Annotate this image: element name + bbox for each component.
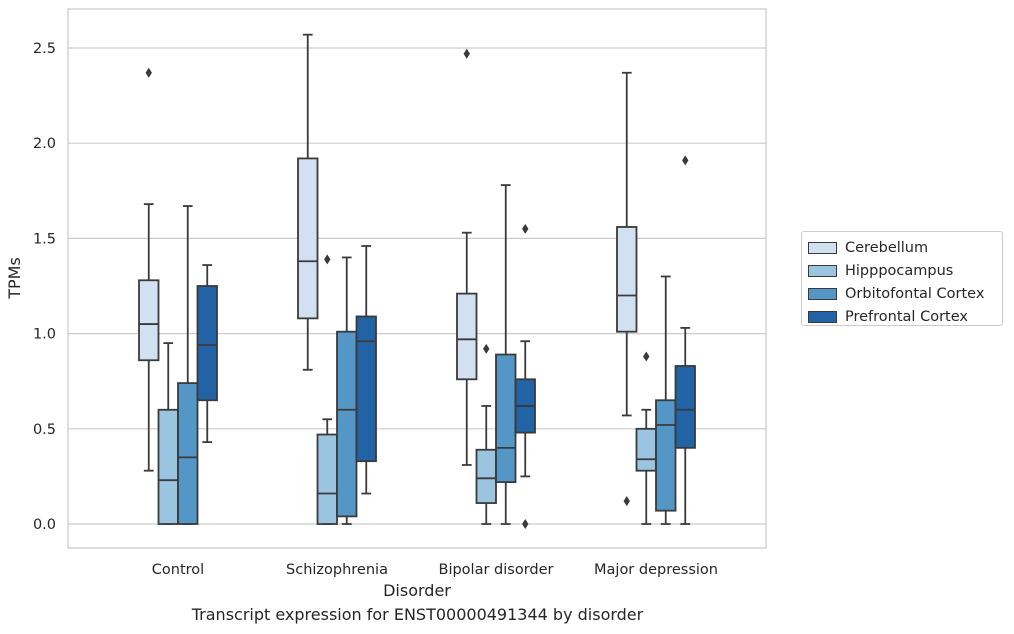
legend-item: Orbitofontal Cortex (808, 282, 996, 305)
box-group (297, 33, 319, 371)
iqr-box (655, 399, 677, 512)
x-tick-label: Bipolar disorder (439, 562, 554, 578)
y-tick-label: 0.0 (33, 517, 56, 533)
legend-item: Cerebellum (808, 236, 996, 259)
iqr-box (177, 382, 199, 525)
legend-item: Prefrontal Cortex (808, 305, 996, 328)
y-tick-label: 1.0 (33, 327, 56, 343)
box-group (655, 275, 677, 525)
outlier-point (463, 48, 470, 59)
legend-label: Orbitofontal Cortex (845, 285, 985, 302)
box-group (616, 71, 638, 507)
legend-swatch (808, 287, 837, 300)
outlier-point (522, 223, 529, 234)
y-tick-label: 2.5 (33, 41, 56, 57)
iqr-box (635, 427, 657, 472)
iqr-box (616, 226, 638, 333)
y-axis-label: TPMs (5, 257, 24, 300)
iqr-box (475, 448, 497, 504)
boxes (138, 33, 696, 529)
box-group (475, 343, 497, 525)
box-group (355, 245, 377, 495)
iqr-box (674, 365, 696, 449)
box-group (316, 254, 338, 525)
box-group (157, 342, 179, 525)
legend-label: Cerebellum (845, 239, 929, 256)
figure-caption: Transcript expression for ENST0000049134… (191, 605, 644, 624)
iqr-box (297, 157, 319, 320)
legend-label: Prefrontal Cortex (845, 308, 968, 325)
iqr-box (157, 408, 179, 525)
box-group (514, 223, 536, 529)
x-tick-label: Control (152, 562, 204, 578)
box-group (635, 351, 657, 525)
iqr-box (355, 315, 377, 463)
y-tick-label: 0.5 (33, 422, 56, 438)
legend-swatch (808, 241, 837, 254)
outlier-point (483, 343, 490, 354)
y-tick-labels: 0.0 0.5 1.0 1.5 2.0 2.5 (33, 41, 56, 533)
iqr-box (316, 433, 338, 525)
legend-label: Hipppocampus (845, 262, 954, 279)
box-group (495, 184, 517, 525)
legend-swatch (808, 264, 837, 277)
x-tick-label: Schizophrenia (286, 562, 388, 578)
outlier-point (643, 351, 650, 362)
box-group (177, 205, 199, 525)
box-group (674, 155, 696, 525)
outlier-point (623, 496, 630, 507)
box-group (456, 48, 478, 466)
legend-item: Hipppocampus (808, 259, 996, 282)
box-group (196, 264, 218, 444)
iqr-box (495, 353, 517, 484)
legend: Cerebellum Hipppocampus Orbitofontal Corte… (801, 231, 1003, 326)
y-tick-label: 2.0 (33, 136, 56, 152)
x-axis-label: Disorder (383, 581, 451, 600)
outlier-point (522, 519, 529, 529)
outlier-point (145, 67, 152, 78)
box-group (138, 67, 160, 472)
legend-swatch (808, 310, 837, 323)
iqr-box (138, 279, 160, 362)
iqr-box (456, 292, 478, 381)
y-tick-label: 1.5 (33, 231, 56, 247)
plot-frame (67, 8, 767, 549)
outlier-point (682, 155, 689, 166)
iqr-box (196, 285, 218, 402)
x-tick-label: Major depression (594, 562, 718, 578)
box-group (336, 256, 358, 525)
outlier-point (324, 254, 331, 265)
iqr-box (336, 330, 358, 518)
x-tick-labels: Control Schizophrenia Bipolar disorder Majo… (152, 562, 718, 578)
